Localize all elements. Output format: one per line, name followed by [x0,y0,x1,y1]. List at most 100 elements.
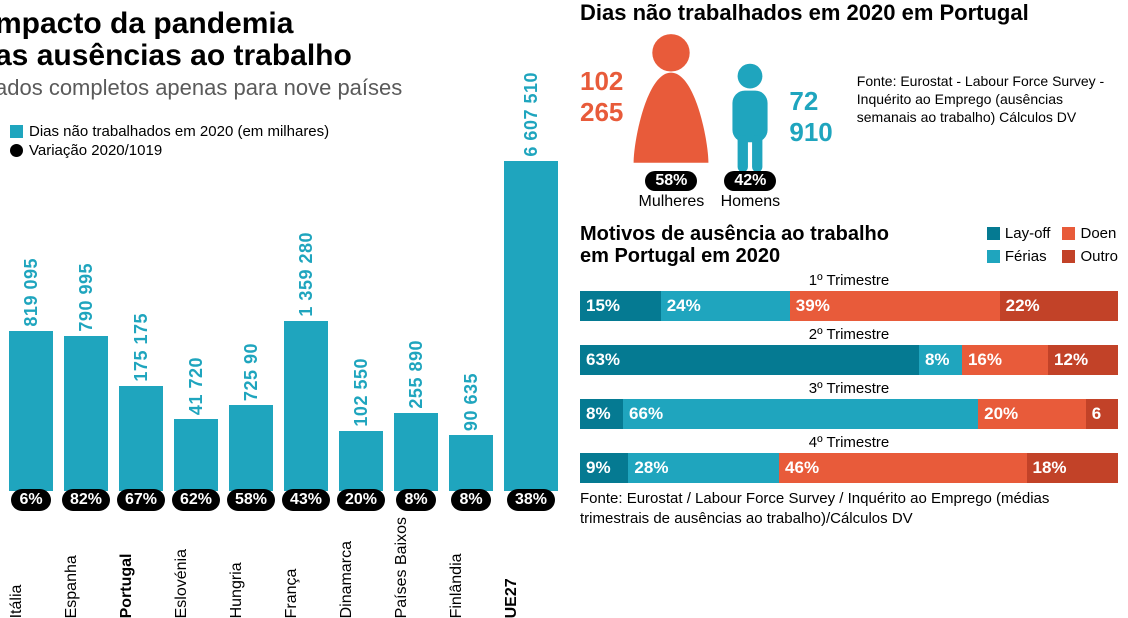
men-value: 72 910 [789,86,832,148]
quarter: 4º Trimestre 9%28%46%18% [580,434,1118,483]
bar-x-label: França [283,517,329,618]
bar-segment: 24% [661,291,790,321]
legend-label: Doen [1080,225,1116,242]
bar-x-label: Eslovénia [173,517,219,618]
women-icon: 58% Mulheres [627,32,715,211]
bar-col: 790 995 82% [63,263,109,511]
legend-bar-label: Dias não trabalhados em 2020 (em milhare… [29,123,329,140]
men-icon: 42% Homens [719,62,781,211]
motivos-title: Motivos de ausência ao trabalhoem Portug… [580,223,889,267]
left-legend: Dias não trabalhados em 2020 (em milhare… [10,123,560,159]
bar-segment: 22% [1000,291,1118,321]
women-pct: 58% [645,171,697,191]
main-title: mpacto da pandemia as ausências ao traba… [0,8,560,71]
men-pct: 42% [724,171,776,191]
motivos-legend: Lay-off Doen Férias Outro [987,223,1118,267]
bar-value-label: 725 90 [241,343,262,401]
bar-segment: 66% [623,399,978,429]
bar-col: 1 359 280 43% [283,232,329,511]
bar-col: 819 095 6% [8,258,54,511]
legend-badge-swatch [10,144,23,157]
bar-value-label: 41 720 [186,357,207,415]
bar [504,161,558,491]
women-label: Mulheres [638,193,704,211]
legend-bar-swatch [10,125,23,138]
bar-col: 90 635 8% [448,373,494,511]
bar [64,336,108,491]
bar [174,419,218,491]
bar-col: 725 90 58% [228,343,274,511]
bar-value-label: 6 607 510 [521,72,542,157]
bar-variation-badge: 8% [396,489,435,511]
bar [339,431,383,491]
stacked-bar: 8%66%20%6 [580,399,1118,429]
bar-segment: 15% [580,291,661,321]
bar-segment: 9% [580,453,628,483]
gender-title: Dias não trabalhados em 2020 em Portugal [580,0,1118,26]
bar-segment: 6 [1086,399,1118,429]
quarter-label: 1º Trimestre [580,272,1118,289]
bar-variation-badge: 20% [337,489,385,511]
legend-swatch [987,250,1000,263]
bar-segment: 8% [580,399,623,429]
title-line1: mpacto da pandemia [0,7,293,40]
bar-x-label: UE27 [503,517,559,618]
legend-item: Férias [987,246,1051,267]
quarter-label: 2º Trimestre [580,326,1118,343]
legend-badge-label: Variação 2020/1019 [29,142,162,159]
bar-x-label: Espanha [63,517,109,618]
bar-x-label: Itália [8,517,54,618]
legend-swatch [1062,227,1075,240]
bar-value-label: 790 995 [76,263,97,332]
bar-variation-badge: 67% [117,489,165,511]
legend-item: Lay-off [987,223,1051,244]
bar [284,321,328,491]
legend-swatch [1062,250,1075,263]
legend-label: Férias [1005,248,1047,265]
bar-value-label: 90 635 [461,373,482,431]
stacked-bar: 63%8%16%12% [580,345,1118,375]
title-line2: as ausências ao trabalho [0,39,352,72]
bar [229,405,273,491]
legend-swatch [987,227,1000,240]
stacked-bar: 9%28%46%18% [580,453,1118,483]
quarter-label: 3º Trimestre [580,380,1118,397]
bar-col: 102 550 20% [338,358,384,511]
bar-variation-badge: 8% [451,489,490,511]
quarter: 1º Trimestre 15%24%39%22% [580,272,1118,321]
bar-variation-badge: 6% [11,489,50,511]
bar-segment: 39% [790,291,1000,321]
bar-segment: 20% [978,399,1086,429]
legend-item: Outro [1062,246,1118,267]
bar [119,386,163,491]
motivos-source: Fonte: Eurostat / Labour Force Survey / … [580,489,1118,528]
bar-segment: 46% [779,453,1026,483]
women-value: 102 265 [580,66,623,128]
bar-variation-badge: 43% [282,489,330,511]
bar-variation-badge: 58% [227,489,275,511]
bar-segment: 8% [919,345,962,375]
bar-x-label: Dinamarca [338,517,384,618]
stacked-bar: 15%24%39%22% [580,291,1118,321]
bar-segment: 28% [628,453,779,483]
bar [449,435,493,491]
bar-segment: 63% [580,345,919,375]
subtitle: ados completos apenas para nove países [0,75,560,101]
quarter-label: 4º Trimestre [580,434,1118,451]
bar-col: 175 175 67% [118,313,164,511]
bar-chart: 819 095 6% 790 995 82% 175 175 67% 41 72… [0,171,560,591]
bar [394,413,438,491]
bar-col: 255 890 8% [393,340,439,511]
bar-segment: 12% [1048,345,1118,375]
men-label: Homens [721,193,781,211]
quarter: 3º Trimestre 8%66%20%6 [580,380,1118,429]
bar-value-label: 819 095 [21,258,42,327]
bar [9,331,53,491]
bar-x-label: Finlândia [448,517,494,618]
bar-x-label: Portugal [118,517,164,618]
legend-label: Lay-off [1005,225,1051,242]
bar-variation-badge: 38% [507,489,555,511]
quarters: 1º Trimestre15%24%39%22%2º Trimestre63%8… [580,272,1118,483]
bar-value-label: 255 890 [406,340,427,409]
bar-variation-badge: 82% [62,489,110,511]
